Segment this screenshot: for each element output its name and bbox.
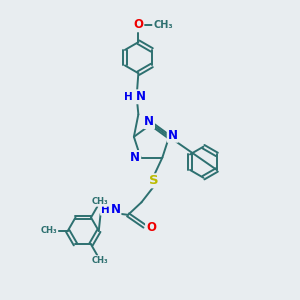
Text: H: H <box>101 205 110 215</box>
Text: S: S <box>149 174 159 187</box>
Text: O: O <box>134 18 143 31</box>
Text: H: H <box>124 92 133 102</box>
Text: CH₃: CH₃ <box>92 197 109 206</box>
Text: CH₃: CH₃ <box>41 226 58 236</box>
Text: CH₃: CH₃ <box>153 20 173 30</box>
Text: N: N <box>130 151 140 164</box>
Text: N: N <box>144 115 154 128</box>
Text: N: N <box>110 203 121 216</box>
Text: N: N <box>168 129 178 142</box>
Text: N: N <box>136 90 146 103</box>
Text: CH₃: CH₃ <box>92 256 109 265</box>
Text: O: O <box>146 221 156 234</box>
